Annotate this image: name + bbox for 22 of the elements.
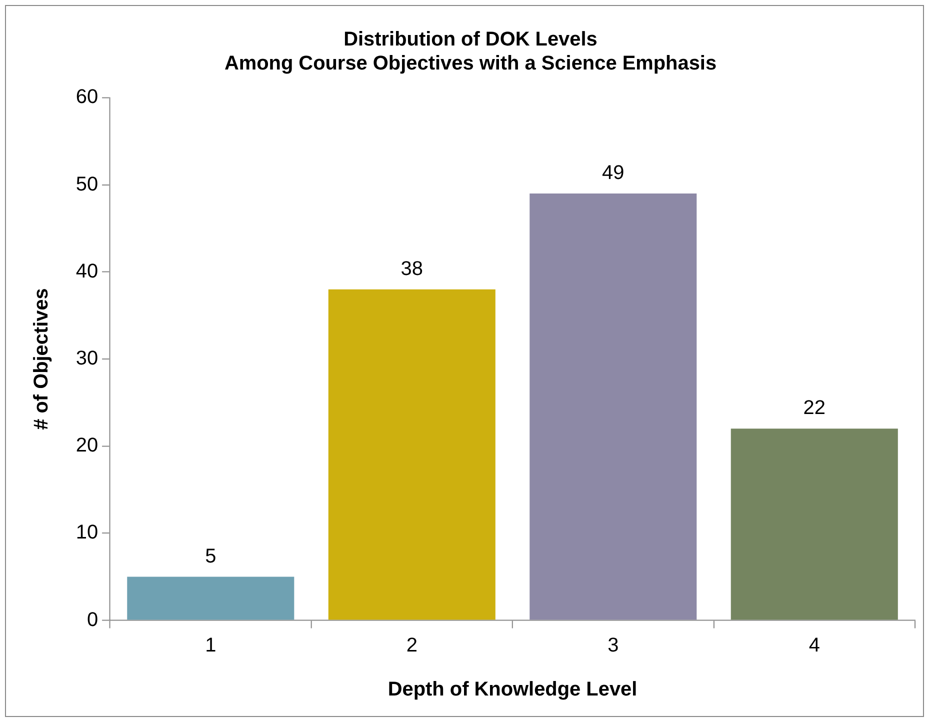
x-tick-label: 1 bbox=[205, 634, 216, 657]
y-axis-title: # of Objectives bbox=[30, 288, 52, 430]
bar bbox=[530, 194, 697, 620]
y-tick-label: 50 bbox=[76, 173, 98, 196]
y-tick-label: 60 bbox=[76, 86, 98, 108]
bar bbox=[328, 289, 496, 620]
data-label: 5 bbox=[205, 545, 216, 568]
x-tick-label: 3 bbox=[608, 634, 619, 657]
bar bbox=[127, 576, 294, 620]
x-tick-label: 2 bbox=[406, 634, 418, 657]
chart-title: Distribution of DOK Levels Among Course Objectives with a Science Emphasis bbox=[224, 28, 717, 74]
y-tick-label: 20 bbox=[76, 434, 98, 457]
x-tick-label: 4 bbox=[808, 634, 820, 657]
y-tick-label: 30 bbox=[76, 348, 98, 370]
bar bbox=[730, 428, 898, 620]
y-tick-label: 40 bbox=[76, 260, 98, 282]
y-tick-label: 10 bbox=[76, 522, 98, 544]
data-label: 38 bbox=[400, 258, 423, 280]
x-axis-title: Depth of Knowledge Level bbox=[388, 678, 638, 701]
data-label: 22 bbox=[803, 397, 826, 420]
y-tick-label: 0 bbox=[86, 608, 98, 631]
data-label: 49 bbox=[602, 162, 624, 184]
